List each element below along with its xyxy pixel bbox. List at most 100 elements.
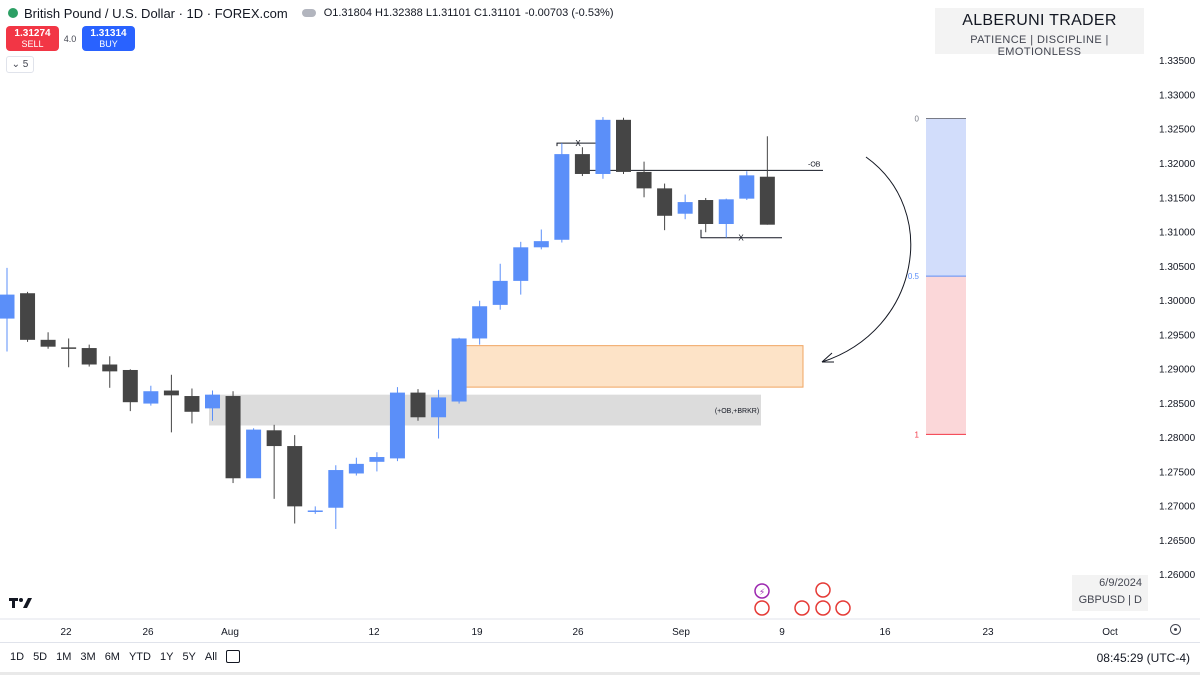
buy-button[interactable]: 1.31314 BUY (82, 26, 135, 51)
candle (533, 229, 549, 250)
candle-body (163, 390, 179, 396)
candle (410, 389, 426, 421)
range-button[interactable]: All (204, 651, 218, 663)
candle (143, 385, 159, 406)
candle-body (328, 470, 344, 508)
tradingview-logo-icon[interactable] (9, 596, 33, 613)
projection-arrow-head (821, 352, 834, 363)
range-button[interactable]: 5D (33, 651, 48, 663)
candle-body (287, 446, 303, 507)
range-button[interactable]: YTD (128, 651, 151, 663)
fib-lower-zone (926, 276, 966, 435)
y-tick-label: 1.30000 (1159, 296, 1196, 307)
candle (657, 183, 673, 231)
candle (677, 194, 693, 220)
y-tick-label: 1.26500 (1159, 536, 1196, 547)
candle-body (533, 241, 549, 248)
fib-layer: 00.51 (908, 114, 966, 439)
candle-body (718, 199, 734, 225)
event-flash-glyph: ⚡ (759, 588, 765, 598)
x-tick-label: 26 (572, 627, 584, 638)
y-tick-label: 1.28500 (1159, 399, 1196, 410)
us-flag-icon (835, 600, 851, 616)
y-tick-label: 1.27000 (1159, 502, 1196, 513)
x-tick-label: Oct (1102, 627, 1118, 638)
y-tick-label: 1.28000 (1159, 433, 1196, 444)
spread-value: 4.0 (63, 34, 77, 44)
visibility-eye-icon[interactable] (301, 9, 316, 17)
event-flash-icon (754, 583, 770, 599)
bottom-toolbar: 1D 5D 1M 3M 6M YTD 1Y 5Y All 08:45:29 (UTC-4) (0, 642, 1200, 672)
x-tick-label: 22 (60, 627, 72, 638)
x-tick-label: Aug (221, 627, 239, 638)
candle (287, 435, 303, 524)
candle-body (759, 176, 775, 225)
candle (40, 332, 56, 349)
candle (739, 171, 755, 201)
candle-body (389, 392, 405, 459)
indicators-collapse-button[interactable]: ⌄ 5 (6, 56, 34, 73)
symbol-title[interactable]: British Pound / U.S. Dollar · 1D · FOREX… (24, 5, 288, 21)
zone-label: (+OB,+BRKR) (715, 408, 759, 415)
candle (246, 428, 262, 479)
x-tick-label: 19 (471, 627, 483, 638)
candle-body (657, 188, 673, 216)
indicator-count: 5 (22, 59, 29, 70)
y-tick-label: 1.30500 (1159, 262, 1196, 273)
candles-layer (0, 117, 775, 529)
candle-body (0, 294, 15, 319)
candle-body (636, 171, 652, 189)
candle (61, 338, 77, 368)
range-button[interactable]: 5Y (182, 651, 196, 663)
candle-body (184, 396, 200, 412)
order-block-zone (461, 345, 804, 388)
range-button[interactable]: 1D (10, 651, 25, 663)
candle-body (369, 457, 385, 462)
brkr-zone (209, 394, 761, 426)
y-tick-label: 1.32500 (1159, 125, 1196, 136)
fib-level-label: 0.5 (908, 272, 920, 281)
range-button[interactable]: 1M (56, 651, 72, 663)
us-flag-icon (815, 600, 831, 616)
fib-level-label: 0 (915, 114, 920, 123)
settings-gear-icon[interactable] (1170, 624, 1181, 635)
candle (574, 147, 590, 177)
calendar-range-icon[interactable] (226, 650, 240, 663)
candle-body (225, 396, 241, 479)
candle-body (698, 200, 714, 225)
candle (451, 337, 467, 404)
candle-body (451, 338, 467, 402)
x-axis: 22 26 Aug 12 19 26 Sep 9 16 23 Oct (60, 627, 1118, 638)
info-date: 6/9/2024 (1099, 577, 1142, 589)
y-tick-label: 1.33000 (1159, 90, 1196, 101)
x-tick-label: 23 (982, 627, 994, 638)
us-flag-icon (754, 600, 770, 616)
range-button[interactable]: 6M (104, 651, 120, 663)
candle (718, 198, 734, 238)
candle-body (122, 369, 138, 403)
candle-body (554, 154, 570, 240)
y-tick-label: 1.29000 (1159, 365, 1196, 376)
candle (81, 344, 97, 367)
candle (307, 506, 323, 514)
range-button[interactable]: 3M (80, 651, 96, 663)
candle (20, 291, 36, 342)
sell-button[interactable]: 1.31274 SELL (6, 26, 59, 51)
info-box: 6/9/2024 GBPUSD | D (1072, 575, 1148, 611)
range-button[interactable]: 1Y (159, 651, 174, 663)
us-flag-icon (815, 582, 831, 598)
events-layer[interactable]: ⚡ (754, 582, 851, 616)
candle (472, 300, 488, 345)
clock[interactable]: 08:45:29 (UTC-4) (1096, 651, 1190, 665)
x-tick-label: 12 (368, 627, 380, 638)
projection-arrow (821, 156, 912, 363)
candle (431, 389, 447, 439)
y-axis: 1.33500 1.33000 1.32500 1.32000 1.31500 1.310… (1159, 56, 1196, 581)
candle (389, 387, 405, 462)
candle-body (20, 293, 36, 340)
candle-body (102, 364, 118, 372)
candle (0, 267, 15, 352)
low-sweep-line (700, 229, 782, 239)
range-buttons: 1D 5D 1M 3M 6M YTD 1Y 5Y All (10, 651, 226, 663)
